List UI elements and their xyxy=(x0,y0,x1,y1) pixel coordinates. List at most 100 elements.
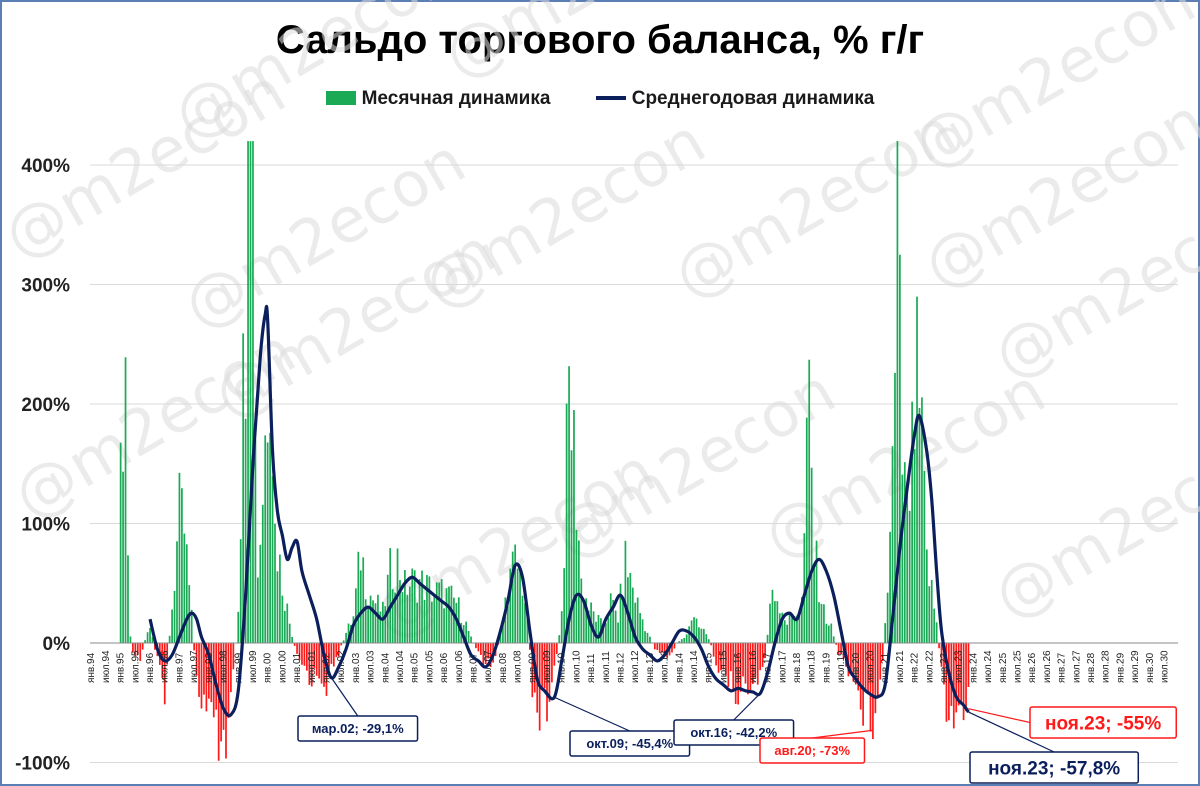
bar-154 xyxy=(467,630,470,643)
x-tick-label-65: июл.26 xyxy=(1042,650,1053,683)
bar-209 xyxy=(602,628,605,643)
bar-232 xyxy=(658,643,661,653)
x-tick-label-52: янв.20 xyxy=(851,652,862,683)
bar-35 xyxy=(176,541,178,643)
bar-90 xyxy=(310,643,313,687)
bar-196 xyxy=(570,450,573,643)
bar-339 xyxy=(921,397,923,643)
legend-label-monthly: Месячная динамика xyxy=(361,88,551,109)
x-tick-label-55: июл.21 xyxy=(895,650,906,683)
x-tick-label-45: июл.16 xyxy=(748,650,759,683)
bar-116 xyxy=(374,603,377,643)
bar-56 xyxy=(227,643,230,718)
bar-259 xyxy=(725,643,727,676)
bar-252 xyxy=(707,639,710,643)
bar-328 xyxy=(894,372,896,643)
x-tick-label-69: июл.28 xyxy=(1101,650,1112,683)
bar-111 xyxy=(362,557,365,643)
bar-42 xyxy=(193,643,196,651)
y-tick-label-2: 200% xyxy=(21,395,70,416)
x-tick-label-73: июл.30 xyxy=(1160,650,1171,683)
x-tick-label-71: июл.29 xyxy=(1130,650,1141,683)
bar-124 xyxy=(394,592,396,643)
bar-290 xyxy=(800,597,803,643)
x-tick-label-3: июл.95 xyxy=(130,650,141,683)
bar-218 xyxy=(624,540,627,643)
bar-322 xyxy=(879,643,882,680)
x-tick-label-34: янв.11 xyxy=(586,653,597,683)
bar-285 xyxy=(788,613,791,643)
bar-75 xyxy=(274,523,276,643)
bar-333 xyxy=(906,489,909,643)
x-tick-label-29: июл.08 xyxy=(513,650,524,683)
x-tick-label-9: июл.98 xyxy=(219,650,230,683)
bar-271 xyxy=(754,643,757,678)
bar-79 xyxy=(283,610,286,643)
bar-264 xyxy=(737,643,740,705)
bar-147 xyxy=(450,585,453,643)
bar-253 xyxy=(710,643,713,646)
x-tick-label-53: июл.20 xyxy=(865,650,876,683)
bar-242 xyxy=(683,637,686,643)
bar-37 xyxy=(181,488,183,643)
y-tick-label-3: 100% xyxy=(21,515,70,536)
bar-103 xyxy=(342,640,345,643)
bar-175 xyxy=(519,568,521,643)
bar-101 xyxy=(337,643,340,657)
x-tick-label-24: янв.06 xyxy=(439,652,450,683)
bar-249 xyxy=(700,628,703,643)
x-tick-label-33: июл.10 xyxy=(571,650,582,683)
bar-318 xyxy=(869,643,872,732)
bar-104 xyxy=(345,632,347,643)
bar-206 xyxy=(595,621,597,643)
bar-99 xyxy=(332,643,335,667)
bar-336 xyxy=(913,449,916,643)
bar-241 xyxy=(680,639,683,643)
bar-263 xyxy=(734,643,737,704)
bar-303 xyxy=(832,636,835,643)
bar-230 xyxy=(653,643,656,650)
bar-255 xyxy=(715,643,717,666)
bar-100 xyxy=(335,643,338,658)
bar-267 xyxy=(744,643,747,684)
x-tick-label-66: янв.27 xyxy=(1057,652,1068,683)
bar-41 xyxy=(190,609,193,643)
bar-287 xyxy=(793,616,796,643)
chart-title: Сальдо торгового баланса, % г/г xyxy=(275,18,925,62)
bar-291 xyxy=(803,533,806,643)
x-tick-label-49: июл.18 xyxy=(807,650,818,683)
annotation-leader-1 xyxy=(554,696,631,732)
bar-44 xyxy=(198,643,200,697)
x-tick-label-35: июл.11 xyxy=(601,651,612,683)
legend: Месячная динамика Среднегодовая динамика xyxy=(0,88,1200,110)
bar-269 xyxy=(749,643,752,693)
bar-301 xyxy=(827,625,830,643)
bar-61 xyxy=(239,539,242,643)
bar-172 xyxy=(511,551,514,643)
bar-316 xyxy=(864,643,867,690)
bar-325 xyxy=(886,592,889,643)
bar-173 xyxy=(514,544,517,643)
bar-245 xyxy=(690,620,693,643)
bar-349 xyxy=(945,643,948,722)
bar-21 xyxy=(141,643,144,650)
bar-49 xyxy=(210,643,213,703)
bar-86 xyxy=(301,643,303,665)
bar-127 xyxy=(401,591,404,643)
bar-54 xyxy=(222,643,225,730)
bar-215 xyxy=(617,622,619,643)
x-tick-label-63: июл.25 xyxy=(1012,650,1023,683)
bar-341 xyxy=(925,549,928,643)
bar-68 xyxy=(256,577,259,643)
bar-66 xyxy=(252,141,254,643)
bar-227 xyxy=(646,632,649,643)
x-tick-label-58: янв.23 xyxy=(939,652,950,683)
bar-203 xyxy=(587,610,590,643)
bar-136 xyxy=(423,599,426,643)
x-tick-label-43: июл.15 xyxy=(718,650,729,683)
bar-304 xyxy=(835,643,838,645)
bar-98 xyxy=(330,643,333,664)
bar-108 xyxy=(355,588,357,643)
bar-233 xyxy=(661,643,664,653)
x-tick-label-62: янв.25 xyxy=(998,652,1009,683)
